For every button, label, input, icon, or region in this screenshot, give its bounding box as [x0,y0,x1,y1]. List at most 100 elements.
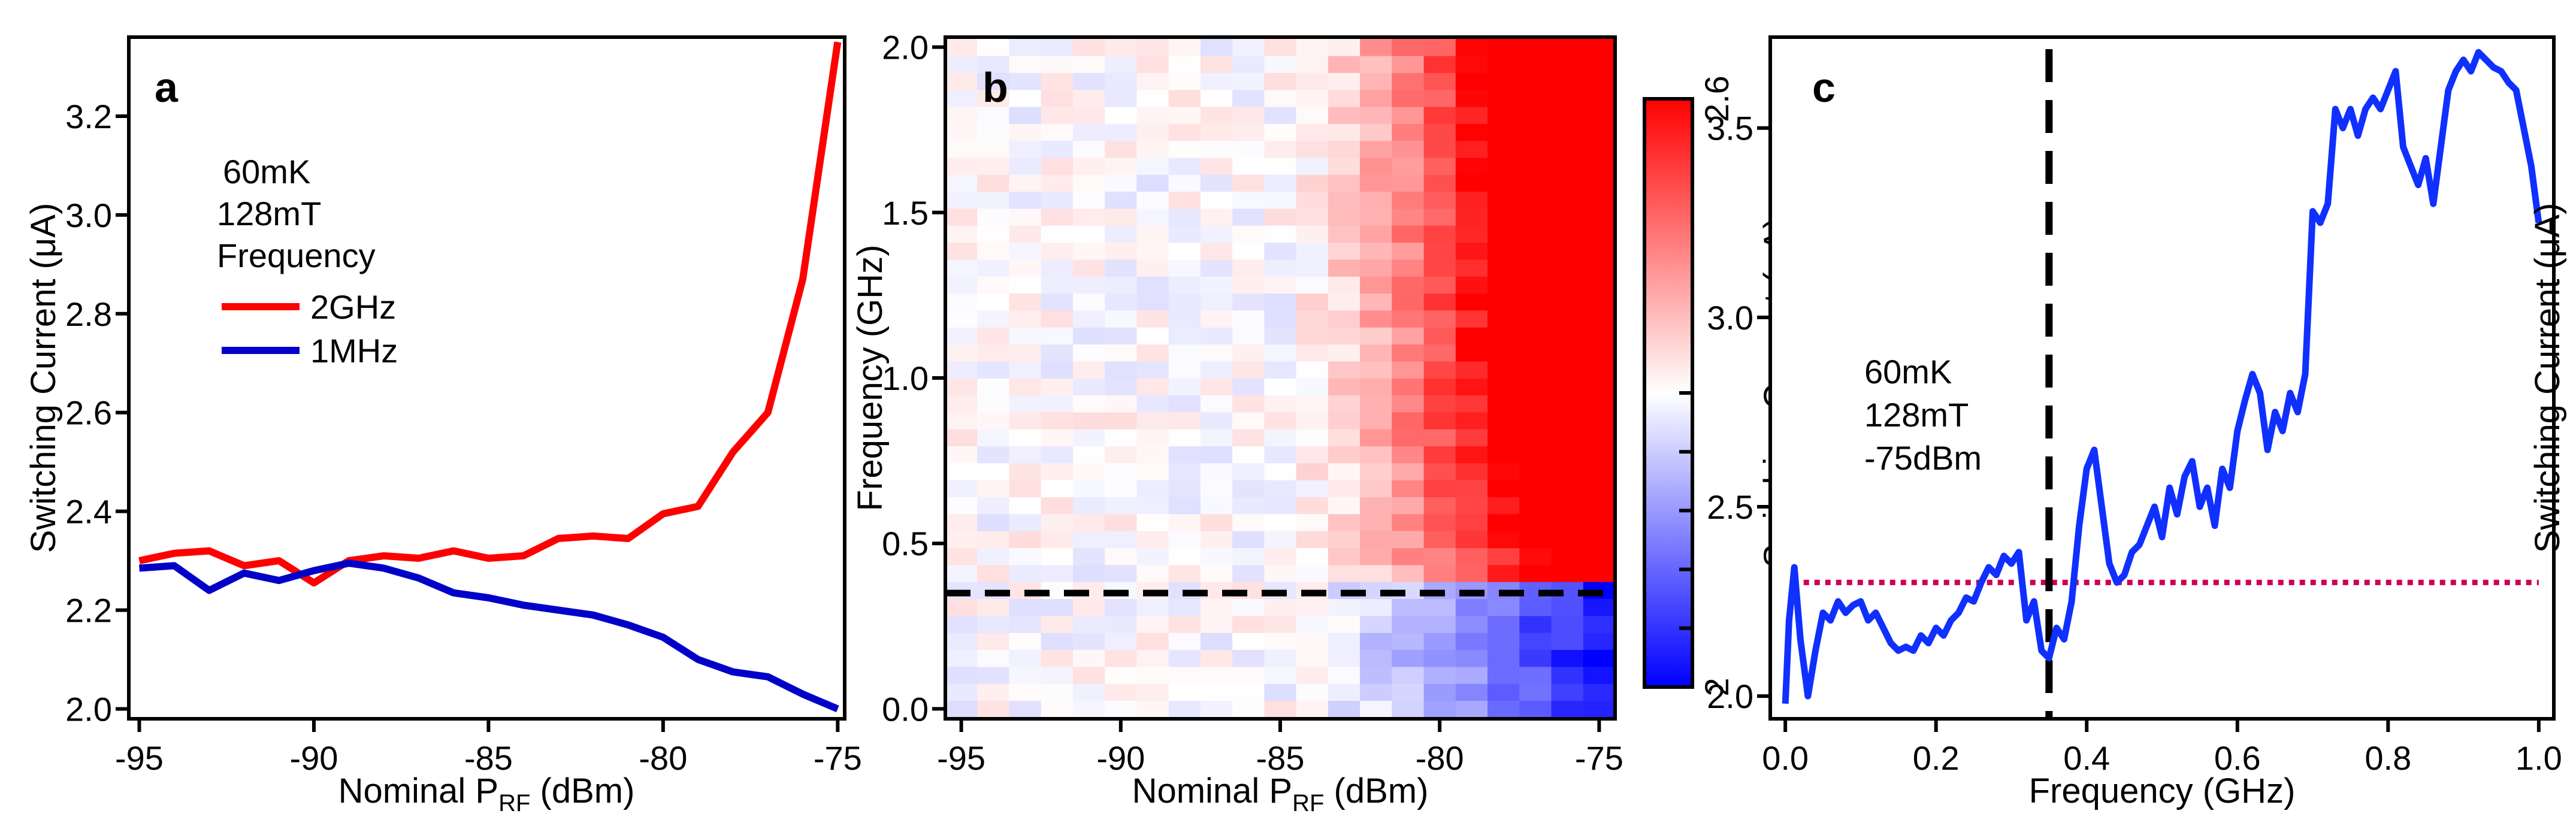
heatmap-cell [1360,497,1393,515]
heatmap-cell [1105,480,1138,498]
heatmap-cell [1423,157,1456,175]
heatmap-cell [1551,615,1584,633]
heatmap-cell [1519,327,1552,345]
heatmap-cell [977,378,1010,396]
heatmap-cell [1328,191,1360,209]
heatmap-cell [977,395,1010,413]
heatmap-cell [1264,632,1297,650]
heatmap-cell [1455,480,1488,498]
heatmap-cell [1392,157,1425,175]
heatmap-cell [1360,157,1393,175]
heatmap-cell [1168,361,1201,379]
heatmap-cell [1487,123,1520,141]
heatmap-cell [1009,395,1042,413]
heatmap-cell [945,38,978,56]
heatmap-cell [1041,55,1074,73]
heatmap-cell [1551,157,1584,175]
heatmap-cell [1360,462,1393,480]
heatmap-cell [1073,208,1105,226]
heatmap-cell [1073,615,1105,633]
heatmap-cell [1105,327,1138,345]
heatmap-cell [1168,344,1201,362]
heatmap-cell [1328,89,1360,107]
heatmap-cell [1423,174,1456,192]
heatmap-cell [1423,446,1456,464]
heatmap-cell [1073,123,1105,141]
heatmap-cell [1487,446,1520,464]
heatmap-cell [1519,378,1552,396]
heatmap-cell [1392,378,1425,396]
heatmap-cell [977,666,1010,684]
heatmap-cell [1232,700,1265,718]
heatmap-cell [1583,106,1616,124]
heatmap-cell [1105,564,1138,582]
heatmap-cell [1168,38,1201,56]
heatmap-cell [1136,378,1169,396]
heatmap-cell [1041,547,1074,565]
panel-a: a -95 -90 -85 -80 -75 2.0 2.2 2.4 2.6 2.8 3.0 3.2 6… [24,35,862,816]
heatmap-cell [1200,513,1233,531]
heatmap-cell [1041,497,1074,515]
heatmap-cell [1423,361,1456,379]
heatmap-cell [1073,174,1105,192]
heatmap-cell [1105,123,1138,141]
panel-a-x-tick-label: -85 [464,739,513,777]
heatmap-cell [1232,513,1265,531]
heatmap-cell [1423,513,1456,531]
heatmap-cell [977,140,1010,158]
heatmap-cell [1392,446,1425,464]
heatmap-cell [1232,123,1265,141]
heatmap-cell [1073,513,1105,531]
heatmap-cell [945,361,978,379]
colorbar-tick-label: 2 [1698,677,1736,696]
heatmap-cell [1232,38,1265,56]
heatmap-cell [1073,632,1105,650]
heatmap-cell [1487,564,1520,582]
heatmap-cell [1328,293,1360,311]
heatmap-cell [1264,327,1297,345]
heatmap-cell [1200,174,1233,192]
heatmap-cell [1264,462,1297,480]
heatmap-cell [1232,72,1265,90]
heatmap-cell [1392,89,1425,107]
heatmap-cell [1519,531,1552,549]
heatmap-cell [1455,276,1488,294]
heatmap-cell [1519,446,1552,464]
panel-a-x-tick-label: -95 [115,739,164,777]
heatmap-cell [945,683,978,701]
heatmap-cell [1551,531,1584,549]
heatmap-cell [1392,106,1425,124]
heatmap-cell [1519,497,1552,515]
heatmap-cell [1232,683,1265,701]
heatmap-cell [1551,344,1584,362]
heatmap-cell [1328,106,1360,124]
heatmap-cell [1232,615,1265,633]
heatmap-cell [1551,123,1584,141]
heatmap-cell [1009,513,1042,531]
heatmap-cell [1200,446,1233,464]
heatmap-cell [1041,259,1074,277]
panel-c-x-tick-label: 0.6 [2214,739,2261,777]
heatmap-cell [1009,208,1042,226]
heatmap-cell [1168,429,1201,447]
heatmap-cell [1392,700,1425,718]
heatmap-cell [1041,395,1074,413]
heatmap-cell [1423,564,1456,582]
heatmap-cell [1328,462,1360,480]
panel-c-y-tick-label: 2.5 [1707,488,1753,526]
heatmap-cell [1073,72,1105,90]
heatmap-cell [1073,395,1105,413]
heatmap-cell [1519,123,1552,141]
heatmap-cell [1487,666,1520,684]
heatmap-cell [1041,276,1074,294]
heatmap-cell [1583,174,1616,192]
heatmap-cell [1073,378,1105,396]
panel-a-annotation: 128mT [217,195,321,232]
heatmap-cell [1583,72,1616,90]
heatmap-cell [1583,191,1616,209]
heatmap-cell [977,123,1010,141]
heatmap-cell [945,429,978,447]
heatmap-cell [1073,547,1105,565]
heatmap-cell [1328,632,1360,650]
heatmap-cell [1487,395,1520,413]
